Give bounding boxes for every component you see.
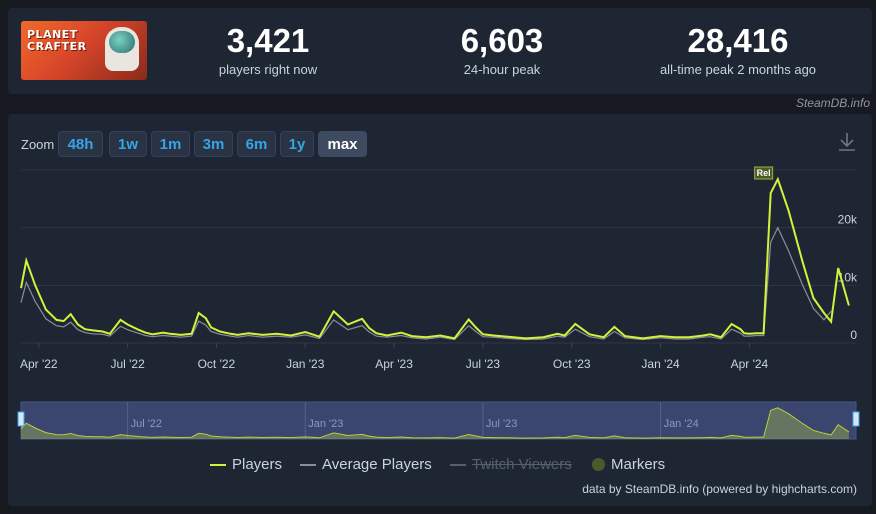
- players-line-swatch: [210, 463, 226, 466]
- astronaut-visor: [109, 31, 135, 53]
- x-tick-label: Apr '24: [731, 357, 769, 371]
- x-tick-label: Apr '22: [20, 357, 58, 371]
- game-logo[interactable]: PLANET CRAFTER: [21, 21, 147, 80]
- stats-panel: PLANET CRAFTER 3,421 players right now 6…: [8, 8, 872, 94]
- stat-24h-peak: 6,603 24-hour peak: [437, 22, 567, 78]
- x-tick-label: Apr '23: [375, 357, 413, 371]
- release-marker-flag: [754, 166, 774, 180]
- x-tick-label: Jul '23: [466, 357, 501, 371]
- navigator-window: [20, 401, 857, 440]
- navigator-tick-label: Jul '23: [486, 418, 517, 430]
- average-players-line: [20, 226, 832, 341]
- navigator-tick-label: Jan '23: [308, 418, 343, 430]
- legend-label: Twitch Viewers: [472, 456, 572, 473]
- stat-all-time-peak: 28,416 all-time peak 2 months ago: [638, 22, 838, 78]
- x-tick-label: Jan '24: [641, 357, 680, 371]
- stat-label: 24-hour peak: [463, 62, 541, 77]
- stat-label: players right now: [218, 62, 318, 77]
- release-marker-label: Rel: [757, 168, 771, 178]
- zoom-label: Zoom: [21, 137, 55, 152]
- players-line: [20, 176, 850, 340]
- zoom-1y-button[interactable]: 1y: [280, 131, 314, 157]
- legend: Players Average Players Twitch Viewers M…: [8, 456, 872, 476]
- stat-current-players: 3,421 players right now: [203, 22, 333, 78]
- y-tick-label: 20k: [838, 213, 858, 227]
- stat-label: all-time peak 2 months ago: [659, 62, 817, 77]
- x-tick-label: Jul '22: [110, 357, 145, 371]
- navigator-area: [21, 407, 849, 439]
- navigator-tick-label: Jan '24: [664, 418, 699, 430]
- x-tick-label: Oct '23: [553, 357, 591, 371]
- zoom-6m-button[interactable]: 6m: [237, 131, 276, 157]
- zoom-3m-button[interactable]: 3m: [194, 131, 233, 157]
- stat-value: 6,603: [460, 22, 544, 59]
- legend-item-twitch-viewers[interactable]: Twitch Viewers: [450, 456, 572, 473]
- legend-item-average-players[interactable]: Average Players: [300, 456, 432, 473]
- stat-value: 28,416: [687, 22, 789, 59]
- legend-label: Players: [232, 456, 283, 473]
- legend-item-players[interactable]: Players: [210, 456, 282, 473]
- navigator-tick-label: Jul '22: [131, 418, 162, 430]
- legend-label: Average Players: [322, 456, 432, 473]
- zoom-1w-button[interactable]: 1w: [109, 131, 147, 157]
- legend-item-markers[interactable]: Markers: [592, 456, 665, 473]
- zoom-1m-button[interactable]: 1m: [151, 131, 190, 157]
- chart-panel: Zoom 48h 1w 1m 3m 6m 1y max 0 10k 20k Apr '…: [8, 114, 872, 506]
- zoom-max-button[interactable]: max: [318, 131, 367, 157]
- marker-dot-swatch: [592, 458, 605, 471]
- average-line-swatch: [300, 463, 316, 466]
- stat-value: 3,421: [226, 22, 310, 59]
- navigator-handle-left: [17, 411, 25, 427]
- navigator-line: [20, 407, 850, 439]
- steamdb-credit[interactable]: SteamDB.info: [795, 96, 870, 110]
- highcharts-credits[interactable]: data by SteamDB.info (powered by highcha…: [582, 482, 857, 496]
- x-tick-label: Jan '23: [286, 357, 325, 371]
- navigator-handle-right: [852, 411, 860, 427]
- download-icon[interactable]: [838, 132, 856, 152]
- twitch-line-swatch: [450, 463, 466, 466]
- y-tick-label: 0: [850, 328, 857, 342]
- zoom-48h-button[interactable]: 48h: [58, 131, 103, 157]
- x-tick-label: Oct '22: [198, 357, 236, 371]
- legend-label: Markers: [611, 456, 666, 473]
- game-logo-text: PLANET CRAFTER: [27, 28, 87, 53]
